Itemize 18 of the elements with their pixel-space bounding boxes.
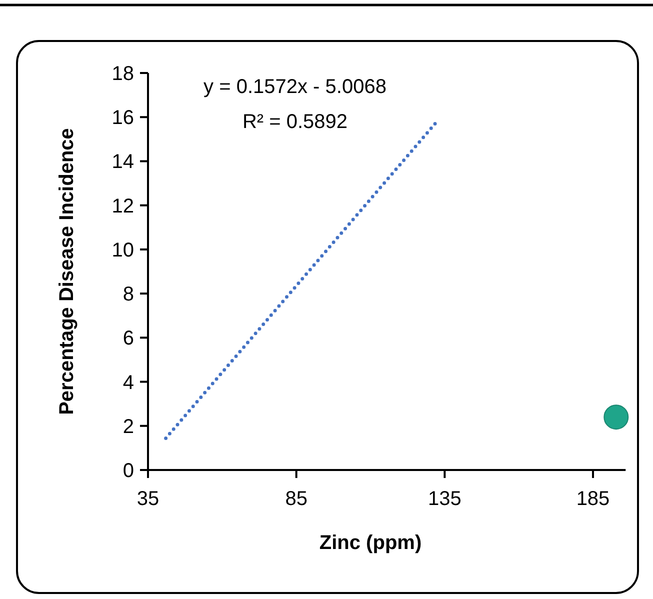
y-axis-title: Percentage Disease Incidence bbox=[56, 128, 78, 415]
x-tick-label: 135 bbox=[428, 488, 462, 510]
y-tick-label: 18 bbox=[112, 63, 134, 85]
x-tick-label: 35 bbox=[136, 488, 160, 510]
annotation: y = 0.1572x - 5.0068 bbox=[204, 76, 386, 98]
y-tick-label: 14 bbox=[112, 151, 134, 174]
y-tick-label: 0 bbox=[122, 460, 134, 482]
y-tick-label: 6 bbox=[122, 328, 134, 350]
y-tick-label: 2 bbox=[122, 416, 134, 438]
x-tick-label: 185 bbox=[576, 488, 610, 510]
y-tick-label: 10 bbox=[112, 239, 134, 262]
y-tick-label: 16 bbox=[112, 107, 134, 130]
y-tick-label: 12 bbox=[112, 195, 134, 218]
x-axis-title: Zinc (ppm) bbox=[319, 532, 422, 554]
annotation: R² = 0.5892 bbox=[242, 111, 348, 133]
y-tick-label: 8 bbox=[122, 284, 134, 306]
x-tick-label: 85 bbox=[285, 488, 308, 510]
y-tick-label: 4 bbox=[122, 372, 134, 394]
